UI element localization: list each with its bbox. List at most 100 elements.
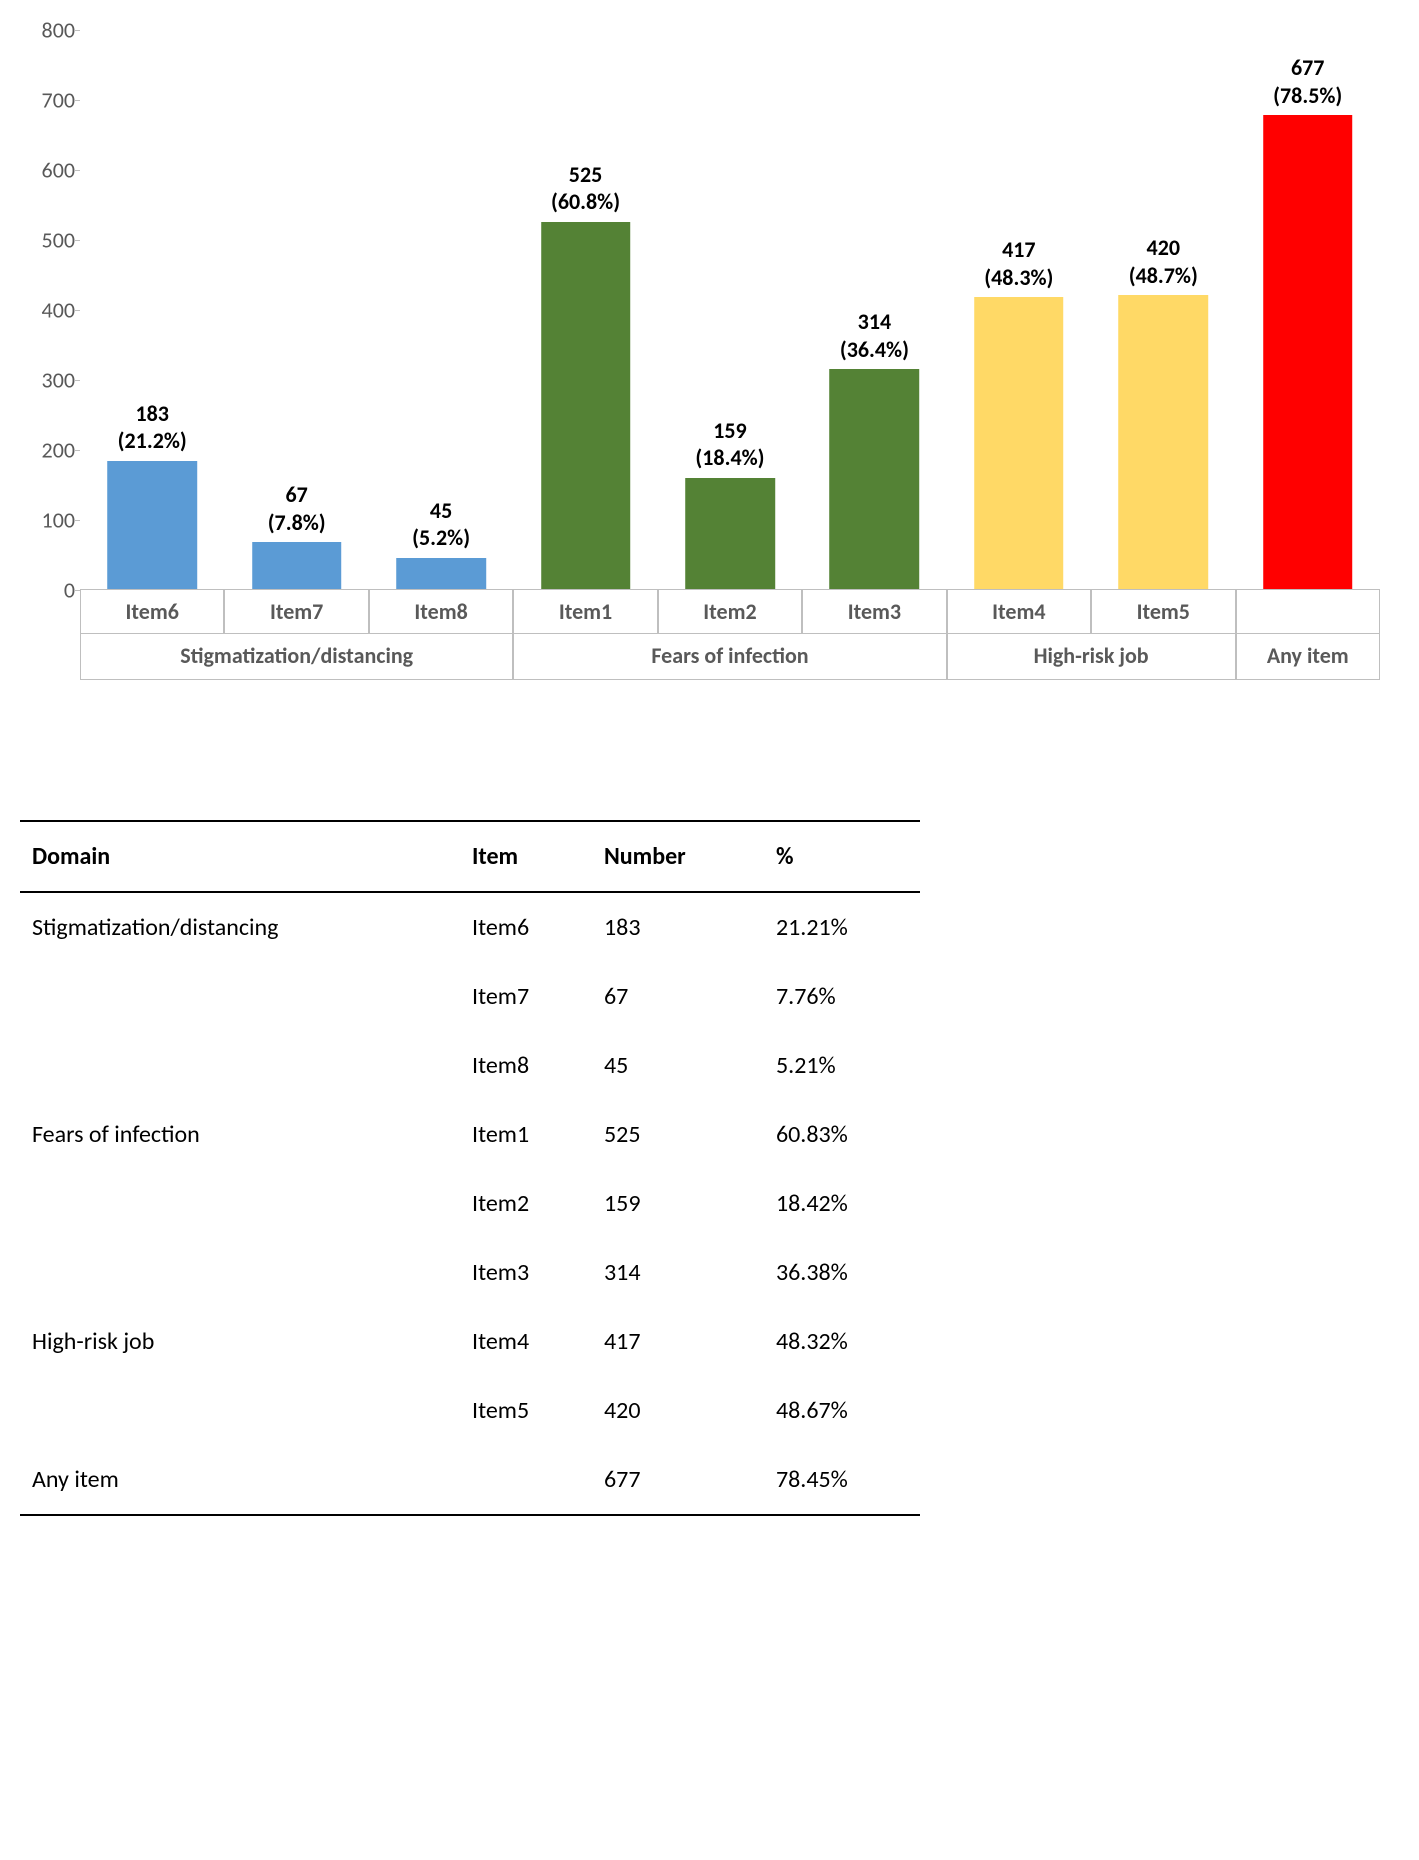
bar-slot: 314(36.4%) [802,30,946,589]
table-cell: 314 [592,1238,764,1307]
x-group-label: High-risk job [947,632,1236,680]
bar-value-label: 159(18.4%) [695,417,764,478]
x-group-label: Stigmatization/distancing [80,632,513,680]
table-cell: 48.67% [764,1376,920,1445]
table-row: High-risk jobItem441748.32% [20,1307,920,1376]
table-cell [20,962,460,1031]
x-item-label: Item6 [80,590,224,634]
table-cell: 525 [592,1100,764,1169]
col-domain: Domain [20,821,460,892]
table-cell: 36.38% [764,1238,920,1307]
table-cell: Any item [20,1445,460,1515]
bar-slot: 67(7.8%) [224,30,368,589]
table-cell: 78.45% [764,1445,920,1515]
table-cell: Item7 [460,962,592,1031]
bar-slot: 420(48.7%) [1091,30,1235,589]
bar: 45(5.2%) [396,558,486,590]
table-cell: 18.42% [764,1169,920,1238]
bar: 314(36.4%) [830,369,920,589]
chart-plot-area: 183(21.2%) 67(7.8%) 45(5.2%) 525(60.8%) 159(… [80,30,1380,590]
bar: 677(78.5%) [1263,115,1353,589]
bar: 183(21.2%) [107,461,197,589]
table-cell: 183 [592,892,764,962]
table-cell: Item4 [460,1307,592,1376]
table-cell: 48.32% [764,1307,920,1376]
bar-slot: 525(60.8%) [513,30,657,589]
bars-row: 183(21.2%) 67(7.8%) 45(5.2%) 525(60.8%) 159(… [80,30,1380,589]
y-tick-label: 400 [30,297,75,324]
table-cell: 677 [592,1445,764,1515]
x-item-label: Item8 [369,590,513,634]
table-cell: High-risk job [20,1307,460,1376]
x-group-label: Any item [1236,632,1380,680]
table-cell: Item3 [460,1238,592,1307]
bar-chart: 183(21.2%) 67(7.8%) 45(5.2%) 525(60.8%) 159(… [20,20,1400,700]
table-cell: Item6 [460,892,592,962]
table-cell [20,1376,460,1445]
data-table: Domain Item Number % Stigmatization/dist… [20,820,920,1516]
table-row: Fears of infectionItem152560.83% [20,1100,920,1169]
x-group-label: Fears of infection [513,632,946,680]
table-cell: Fears of infection [20,1100,460,1169]
bar-value-label: 314(36.4%) [840,308,909,369]
table-cell: 5.21% [764,1031,920,1100]
table-cell: 21.21% [764,892,920,962]
table-cell [20,1031,460,1100]
bar: 159(18.4%) [685,478,775,589]
col-percent: % [764,821,920,892]
bar: 420(48.7%) [1119,295,1209,589]
table-cell: 60.83% [764,1100,920,1169]
bar-slot: 677(78.5%) [1236,30,1380,589]
table-cell: 7.76% [764,962,920,1031]
table-cell: 417 [592,1307,764,1376]
col-item: Item [460,821,592,892]
table-cell [460,1445,592,1515]
x-axis-groups: Stigmatization/distancingFears of infect… [80,632,1380,680]
table-cell: Item5 [460,1376,592,1445]
table-row: Item7677.76% [20,962,920,1031]
bar-slot: 45(5.2%) [369,30,513,589]
y-tick-label: 0 [30,577,75,604]
x-item-label: Item1 [513,590,657,634]
table-cell: 159 [592,1169,764,1238]
table-cell: Item1 [460,1100,592,1169]
y-tick-label: 100 [30,507,75,534]
bar-value-label: 417(48.3%) [984,236,1053,297]
col-number: Number [592,821,764,892]
bar-slot: 417(48.3%) [947,30,1091,589]
bar-slot: 159(18.4%) [658,30,802,589]
bar-slot: 183(21.2%) [80,30,224,589]
y-tick-label: 600 [30,157,75,184]
table-row: Item542048.67% [20,1376,920,1445]
bar-value-label: 420(48.7%) [1129,234,1198,295]
table-cell: 67 [592,962,764,1031]
table-row: Item8455.21% [20,1031,920,1100]
bar: 525(60.8%) [541,222,631,590]
table-cell [20,1238,460,1307]
x-item-label: Item5 [1091,590,1235,634]
table-row: Item331436.38% [20,1238,920,1307]
table-row: Item215918.42% [20,1169,920,1238]
table-cell: Item8 [460,1031,592,1100]
x-axis-items: Item6Item7Item8Item1Item2Item3Item4Item5 [80,590,1380,634]
bar-value-label: 525(60.8%) [551,161,620,222]
table-cell: 420 [592,1376,764,1445]
y-tick-label: 300 [30,367,75,394]
y-tick-label: 500 [30,227,75,254]
bar-value-label: 183(21.2%) [118,400,187,461]
table-cell: 45 [592,1031,764,1100]
bar-value-label: 67(7.8%) [268,481,326,542]
bar-value-label: 45(5.2%) [412,497,470,558]
y-tick-label: 700 [30,87,75,114]
x-item-label: Item2 [658,590,802,634]
bar: 417(48.3%) [974,297,1064,589]
bar: 67(7.8%) [252,542,342,589]
x-item-label: Item7 [224,590,368,634]
table-row: Stigmatization/distancingItem618321.21% [20,892,920,962]
table-cell: Item2 [460,1169,592,1238]
table-cell: Stigmatization/distancing [20,892,460,962]
bar-value-label: 677(78.5%) [1273,54,1342,115]
x-item-label: Item4 [947,590,1091,634]
x-item-label: Item3 [802,590,946,634]
y-tick-label: 800 [30,17,75,44]
